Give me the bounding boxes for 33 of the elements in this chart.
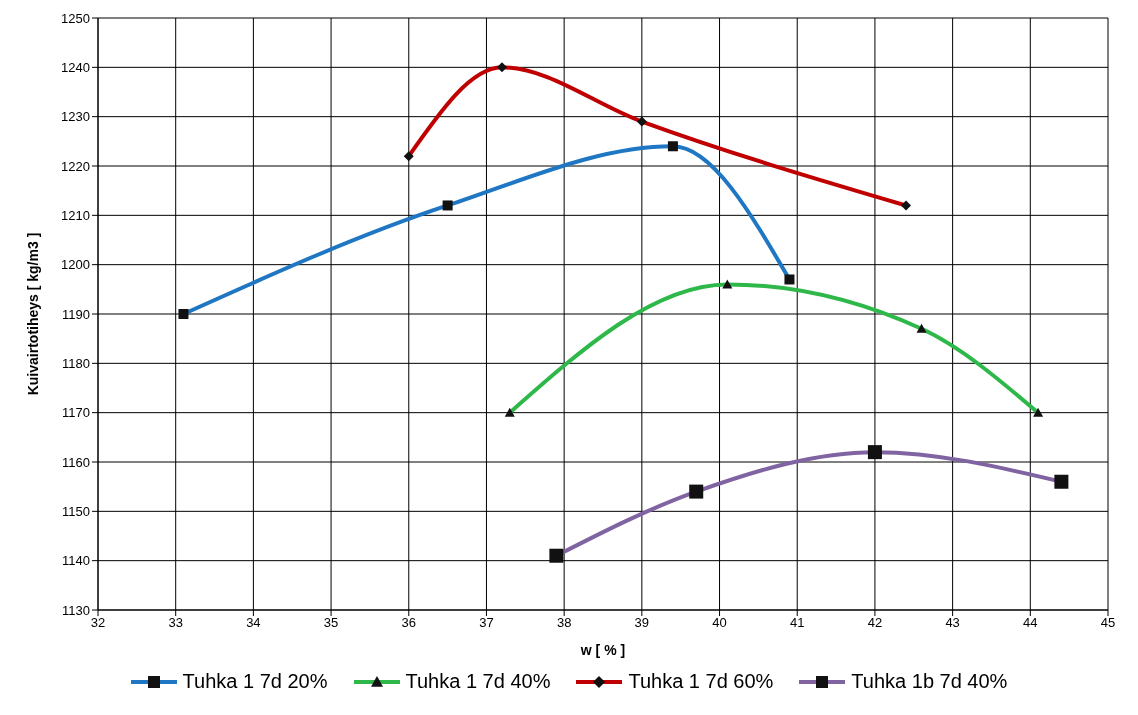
x-tick-label: 33 [168, 615, 183, 631]
y-tick-label: 1190 [62, 306, 90, 322]
y-tick-label: 1180 [62, 355, 90, 371]
x-axis-title: w [ % ] [579, 642, 626, 658]
x-tick-label: 45 [1100, 615, 1116, 631]
y-tick-label: 1160 [62, 454, 90, 470]
legend-label: Tuhka 1 7d 60% [628, 670, 774, 693]
x-tick-label: 34 [246, 615, 261, 631]
x-tick-label: 36 [401, 615, 416, 631]
x-tick-label: 41 [790, 615, 805, 631]
x-tick-label: 37 [479, 615, 494, 631]
x-tick-label: 44 [1023, 615, 1038, 631]
x-tick-label: 38 [556, 615, 572, 631]
x-tick-label: 32 [90, 615, 106, 631]
x-tick-label: 43 [945, 615, 960, 631]
legend-label: Tuhka 1 7d 20% [182, 670, 328, 693]
y-tick-label: 1170 [62, 405, 90, 421]
x-tick-label: 42 [867, 615, 883, 631]
y-tick-label: 1220 [61, 158, 90, 174]
y-tick-label: 1150 [62, 503, 90, 519]
legend-label: Tuhka 1 7d 40% [405, 670, 551, 693]
y-tick-label: 1240 [61, 59, 90, 75]
y-tick-label: 1250 [61, 10, 90, 26]
y-axis-title: Kuivairtotiheys [ kg/m3 ] [24, 232, 41, 396]
y-tick-label: 1140 [62, 553, 90, 569]
x-tick-label: 40 [712, 615, 727, 631]
x-tick-label: 39 [634, 615, 650, 631]
y-tick-label: 1200 [61, 257, 90, 273]
y-tick-label: 1210 [61, 207, 90, 223]
y-tick-label: 1230 [61, 109, 90, 125]
legend-label: Tuhka 1b 7d 40% [851, 670, 1008, 693]
x-tick-label: 35 [323, 615, 339, 631]
y-tick-label: 1130 [62, 602, 90, 618]
